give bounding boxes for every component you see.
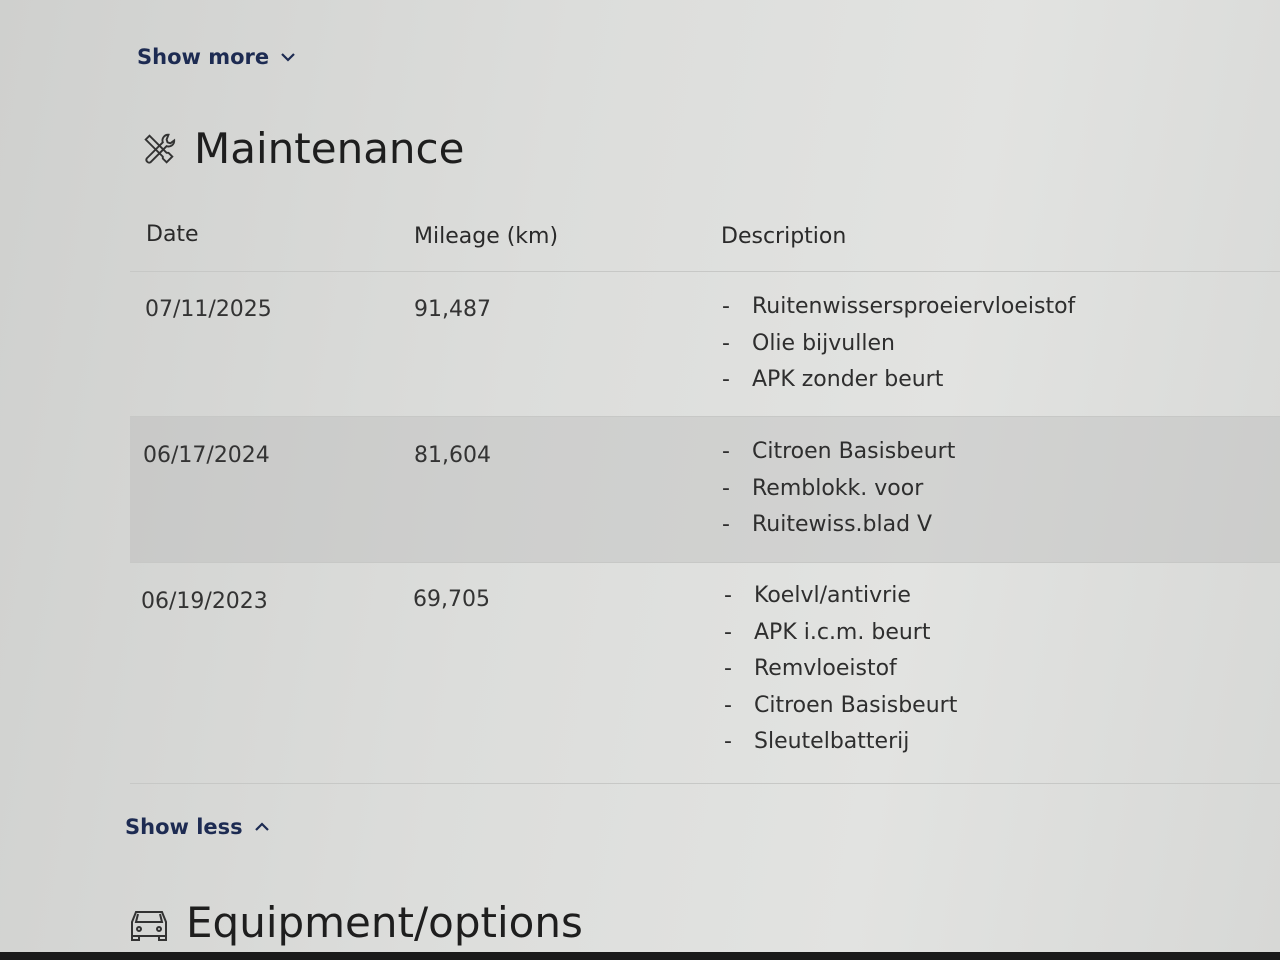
equipment-heading: Equipment/options: [128, 898, 583, 947]
row-description: - Citroen Basisbeurt - Remblokk. voor - Rui…: [722, 439, 955, 549]
car-icon: [131, 910, 167, 941]
chevron-down-icon: [281, 53, 295, 62]
description-item: - Citroen Basisbeurt: [722, 439, 956, 464]
row-description: - Ruitenwissersproeiervloeistof - Olie bij…: [722, 294, 1075, 404]
description-item: - Remblokk. voor: [722, 475, 924, 501]
description-item: - Remvloeistof: [724, 656, 897, 681]
show-more-button[interactable]: Show more: [137, 45, 297, 69]
column-header-description: Description: [721, 224, 847, 249]
chevron-up-icon: [254, 822, 269, 831]
screen-bezel: [0, 952, 1280, 960]
description-item: - APK i.c.m. beurt: [724, 619, 931, 645]
column-header-date: Date: [146, 222, 199, 247]
row-mileage: 81,604: [414, 443, 491, 468]
description-item: - Olie bijvullen: [722, 330, 895, 356]
row-date: 06/19/2023: [141, 589, 268, 614]
row-date: 07/11/2025: [145, 297, 272, 322]
table-row: 06/19/2023 69,705 - Koelvl/antivrie - APK …: [130, 562, 1280, 784]
show-more-label: Show more: [137, 45, 270, 69]
table-row: 06/17/2024 81,604 - Citroen Basisbeurt -R…: [130, 416, 1280, 563]
maintenance-title: Maintenance: [194, 124, 465, 173]
row-mileage: 69,705: [413, 587, 490, 612]
show-less-button[interactable]: Show less: [125, 815, 271, 839]
row-date: 06/17/2024: [143, 443, 270, 468]
description-item: - Ruitenwissersproeiervloeistof: [722, 294, 1076, 319]
description-item: - Sleutelbatterij: [724, 729, 910, 754]
column-header-mileage: Mileage (km): [414, 224, 559, 249]
description-item: - Citroen Basisbeurt: [724, 692, 958, 718]
table-row: 07/11/2025 91,487 - Ruitenwissersproeierv…: [130, 271, 1280, 417]
maintenance-heading: Maintenance: [140, 124, 464, 173]
tools-icon: [144, 133, 176, 164]
row-description: - Koelvl/antivrie - APK i.c.m. beurt - Remv…: [724, 583, 957, 766]
description-item: - Ruitewiss.blad V: [722, 512, 933, 537]
show-less-label: Show less: [125, 815, 243, 839]
description-item: - APK zonder beurt: [722, 367, 944, 392]
description-item: - Koelvl/antivrie: [724, 583, 911, 608]
row-mileage: 91,487: [414, 297, 491, 322]
equipment-title: Equipment/options: [186, 898, 583, 947]
